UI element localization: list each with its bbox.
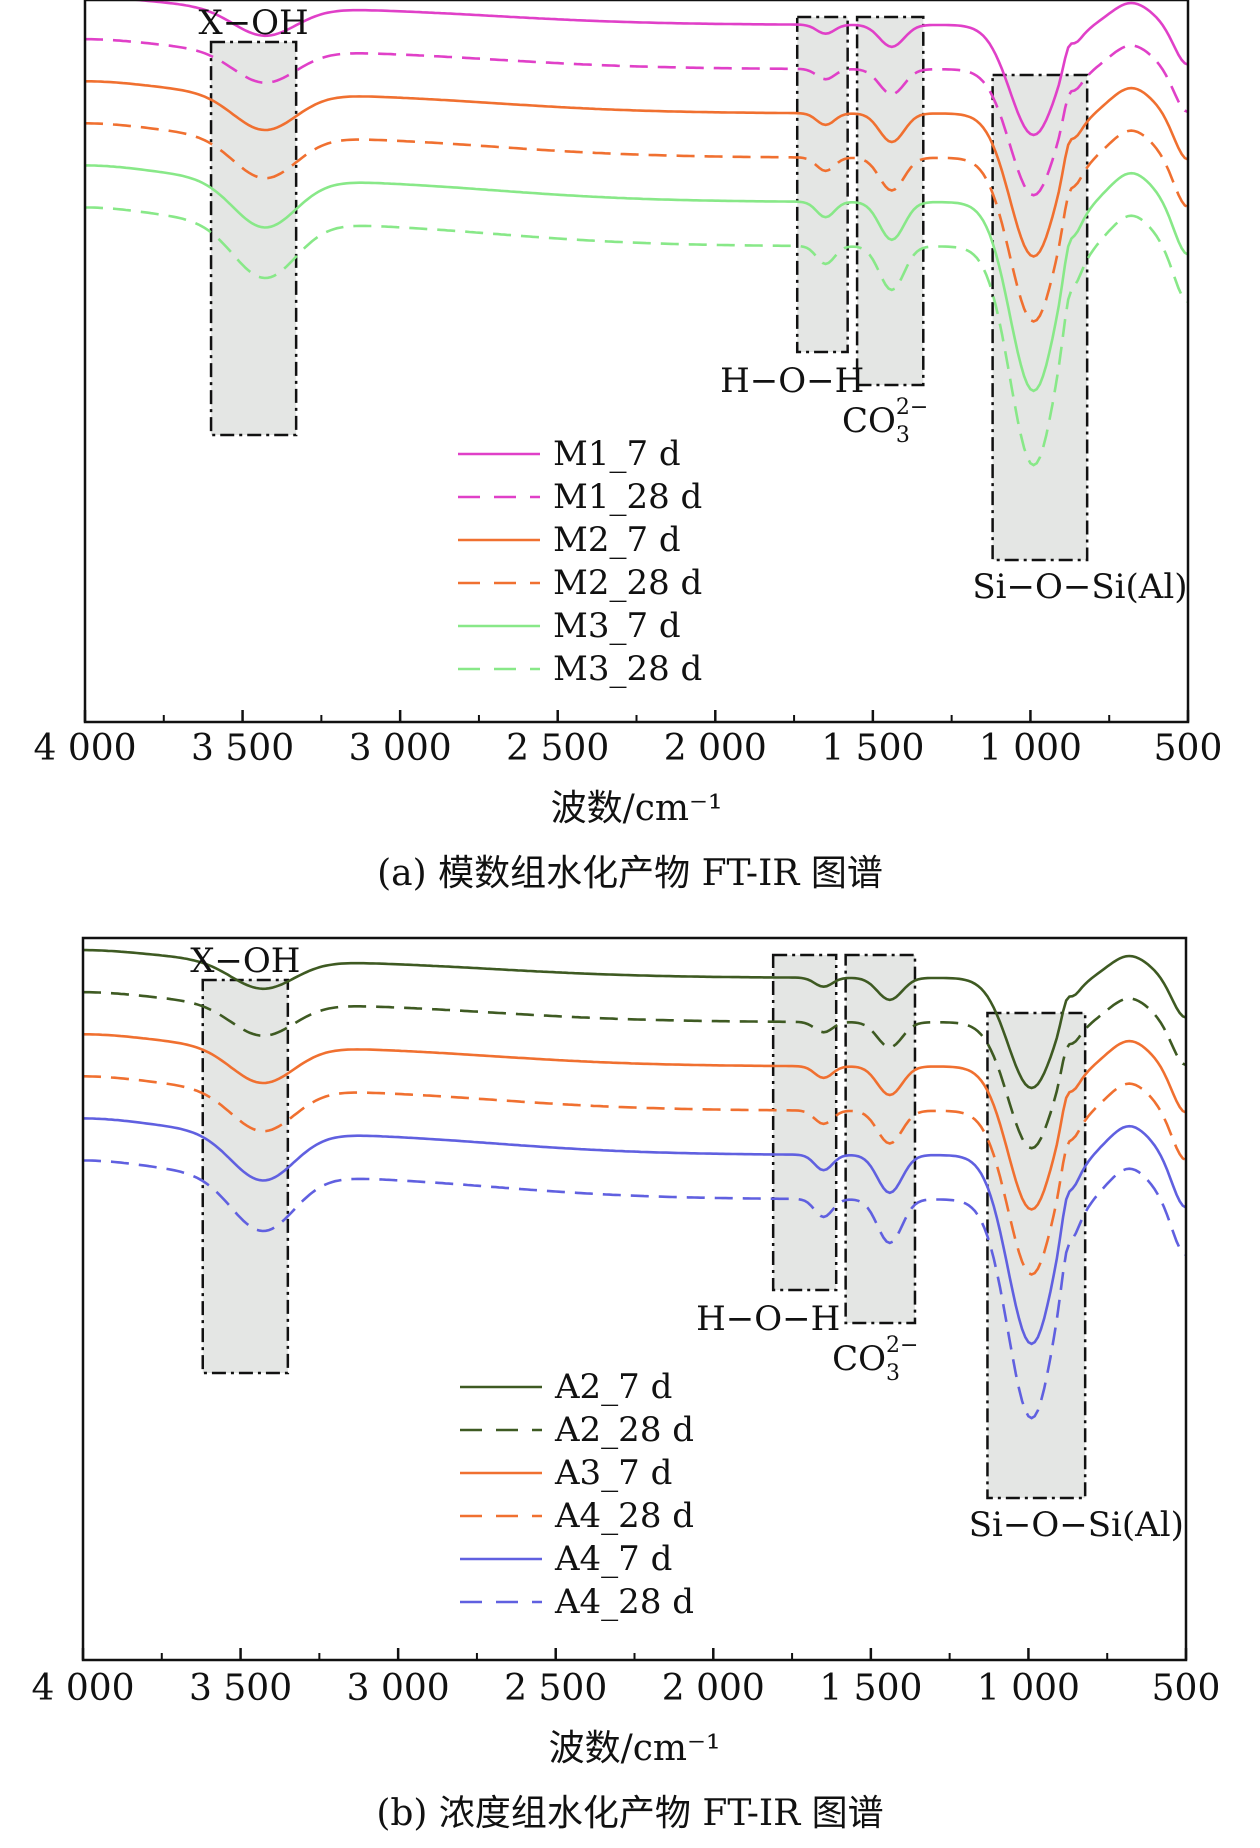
x-tick-label: 500: [1154, 728, 1223, 769]
series-line-a4-28-d: [83, 1159, 1187, 1420]
series-line-a2-7-d: [83, 948, 1187, 1090]
x-tick-label: 3 000: [347, 1668, 450, 1709]
series-line-m1-28-d: [85, 37, 1189, 197]
legend-entry: M3_7 d: [553, 606, 681, 646]
annotation-superscript: 2−: [886, 1333, 918, 1358]
x-tick-label: 500: [1152, 1668, 1221, 1709]
annotation-subscript: 3: [896, 423, 910, 448]
legend-entry: A4_28 d: [554, 1496, 694, 1536]
band-box-3: [844, 953, 917, 1325]
series-line-m1-7-d: [122, 0, 1189, 137]
legend-entry: M2_28 d: [553, 563, 702, 603]
legend-entry: M3_28 d: [553, 649, 702, 689]
series-line-m3-28-d: [85, 206, 1189, 467]
x-tick-label: 1 500: [821, 728, 924, 769]
annotation-xoh: X−OH: [190, 941, 300, 981]
legend-entry: M1_7 d: [553, 434, 681, 474]
x-tick-label: 1 000: [979, 728, 1082, 769]
legend-entry: A4_7 d: [554, 1539, 672, 1579]
x-axis-label: 波数/cm⁻¹: [551, 788, 723, 829]
legend-entry: M2_7 d: [553, 520, 681, 560]
x-tick-label: 2 500: [504, 1668, 607, 1709]
band-box-2: [795, 15, 849, 354]
x-tick-label: 1 500: [819, 1668, 922, 1709]
annotation-hoh: H−O−H: [720, 361, 864, 401]
x-tick-label: 4 000: [33, 728, 136, 769]
figure-caption: (a) 模数组水化产物 FT-IR 图谱: [377, 853, 883, 894]
annotation-hoh: H−O−H: [696, 1299, 840, 1339]
figure-caption: (b) 浓度组水化产物 FT-IR 图谱: [376, 1793, 883, 1834]
legend-entry: A2_28 d: [554, 1410, 694, 1450]
x-tick-label: 3 000: [349, 728, 452, 769]
annotation-superscript: 2−: [896, 395, 928, 420]
legend-entry: A2_7 d: [554, 1367, 672, 1407]
band-box-3: [855, 15, 925, 387]
x-tick-label: 1 000: [977, 1668, 1080, 1709]
x-tick-label: 3 500: [191, 728, 294, 769]
band-box-1: [209, 40, 298, 437]
legend-entry: M1_28 d: [553, 477, 702, 517]
annotation-subscript: 3: [886, 1361, 900, 1386]
series-line-m2-7-d: [85, 80, 1189, 258]
series-line-a4-7-d: [83, 1117, 1187, 1346]
legend-entry: A3_7 d: [554, 1453, 672, 1493]
x-axis-label: 波数/cm⁻¹: [549, 1728, 721, 1769]
annotation-xoh: X−OH: [198, 3, 308, 43]
x-tick-label: 2 000: [664, 728, 767, 769]
x-tick-label: 2 000: [662, 1668, 765, 1709]
x-tick-label: 3 500: [189, 1668, 292, 1709]
series-line-a2-28-d: [83, 990, 1187, 1150]
series-line-m3-7-d: [85, 164, 1189, 393]
series-line-m2-28-d: [85, 122, 1189, 323]
annotation-co3: CO32−: [842, 395, 928, 448]
series-line-a3-7-d: [83, 1033, 1187, 1211]
annotation-sio: Si−O−Si(Al): [969, 1505, 1184, 1545]
legend-entry: A4_28 d: [554, 1582, 694, 1622]
annotation-sio: Si−O−Si(Al): [972, 567, 1187, 607]
x-tick-label: 4 000: [31, 1668, 134, 1709]
annotation-co3: CO32−: [832, 1333, 918, 1386]
x-tick-label: 2 500: [506, 728, 609, 769]
series-line-a4-28-d: [83, 1075, 1187, 1276]
